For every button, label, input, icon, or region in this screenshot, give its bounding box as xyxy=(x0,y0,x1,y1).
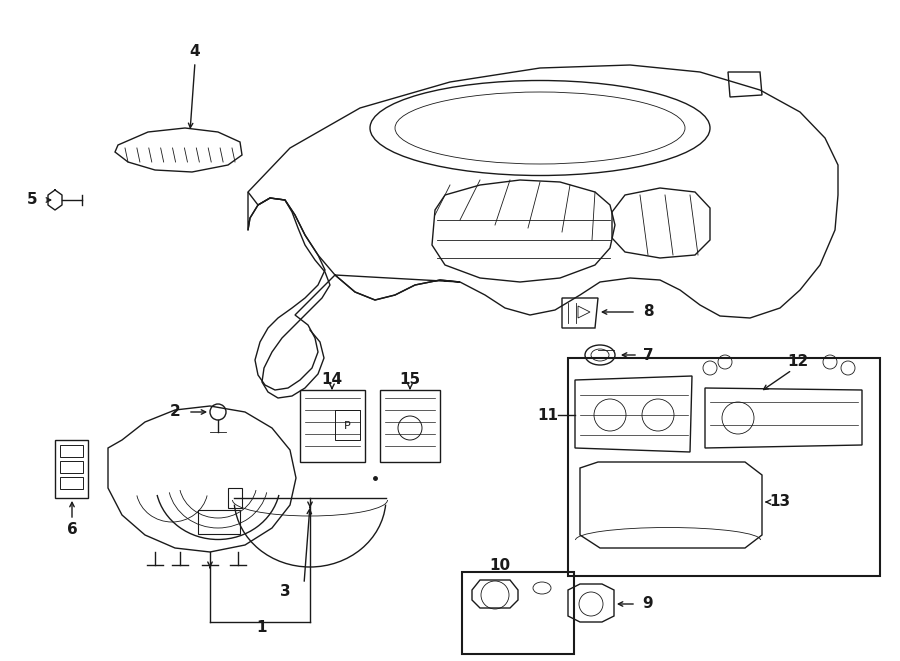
Text: 11: 11 xyxy=(537,407,558,422)
Text: 1: 1 xyxy=(256,621,267,635)
Bar xyxy=(228,488,242,508)
Text: 14: 14 xyxy=(321,373,343,387)
Text: 15: 15 xyxy=(400,373,420,387)
Text: 4: 4 xyxy=(190,44,201,59)
Text: 9: 9 xyxy=(643,596,653,611)
Text: 7: 7 xyxy=(643,348,653,362)
Text: 13: 13 xyxy=(770,494,790,510)
Text: 12: 12 xyxy=(788,354,808,369)
Text: P: P xyxy=(344,421,350,431)
Bar xyxy=(198,510,240,534)
Text: 2: 2 xyxy=(169,405,180,420)
Text: 8: 8 xyxy=(643,305,653,319)
Bar xyxy=(568,358,880,576)
Text: 5: 5 xyxy=(27,192,37,208)
Bar xyxy=(462,572,574,654)
Bar xyxy=(335,410,360,440)
Text: 3: 3 xyxy=(280,584,291,600)
Text: 6: 6 xyxy=(67,522,77,537)
Text: 10: 10 xyxy=(490,557,510,572)
